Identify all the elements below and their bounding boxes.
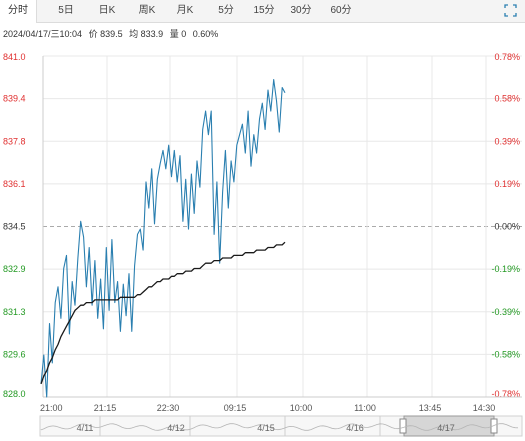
tab-60-min[interactable]: 60分	[330, 5, 352, 16]
tab-intraday[interactable]: 分时	[0, 0, 37, 23]
x-tick-label: 21:00	[40, 403, 63, 413]
quote-datetime: 2024/04/17/三10:04	[3, 29, 83, 39]
tab-5-day[interactable]: 5日	[58, 5, 74, 16]
y-tick-label: 829.6	[3, 349, 26, 359]
pct-tick-label: -0.39%	[491, 307, 520, 317]
pct-tick-label: 0.39%	[494, 136, 520, 146]
average-series-line	[40, 241, 286, 385]
quote-price: 价 839.5	[88, 29, 123, 39]
pct-tick-label: 0.19%	[494, 179, 520, 189]
x-tick-label: 13:45	[419, 403, 442, 413]
y-tick-label: 836.1	[3, 179, 26, 189]
x-tick-label: 22:30	[157, 403, 180, 413]
y-tick-label: 831.3	[3, 307, 26, 317]
navigator-date-label: 4/16	[346, 423, 364, 433]
y-tick-label: 832.9	[3, 264, 26, 274]
x-tick-label: 11:00	[354, 403, 376, 413]
pct-tick-label: -0.19%	[491, 264, 520, 274]
pct-tick-label: -0.78%	[491, 389, 520, 399]
navigator-date-label: 4/15	[257, 423, 275, 433]
y-tick-label: 828.0	[3, 389, 26, 399]
x-tick-label: 14:30	[473, 403, 496, 413]
tab-5-min[interactable]: 5分	[218, 5, 234, 16]
y-tick-label: 834.5	[3, 222, 26, 232]
tab-weekly-k[interactable]: 周K	[138, 5, 156, 16]
quote-volume: 量 0	[169, 29, 187, 39]
tab-15-min[interactable]: 15分	[253, 5, 275, 16]
pct-tick-label: 0.00%	[494, 222, 520, 232]
tab-30-min[interactable]: 30分	[290, 5, 312, 16]
tab-monthly-k[interactable]: 月K	[176, 5, 194, 16]
tab-daily-k[interactable]: 日K	[98, 5, 116, 16]
pct-tick-label: -0.58%	[491, 349, 520, 359]
quote-average: 均 833.9	[129, 29, 164, 39]
quote-change: 0.60%	[192, 29, 219, 39]
y-tick-label: 837.8	[3, 136, 26, 146]
period-tab-bar: 分时 5日 日K 周K 月K 5分 15分 30分 60分	[0, 0, 525, 23]
x-tick-label: 10:00	[290, 403, 313, 413]
x-tick-label: 21:15	[94, 403, 117, 413]
range-handle-right	[490, 418, 498, 434]
price-series-line	[40, 79, 286, 398]
y-tick-label: 839.4	[3, 94, 26, 104]
quote-info-line: 2024/04/17/三10:04 价 839.5 均 833.9 量 0 0.…	[3, 27, 222, 40]
navigator-mini-line	[40, 423, 519, 431]
pct-tick-label: 0.58%	[494, 94, 520, 104]
pct-tick-label: 0.78%	[494, 52, 520, 62]
navigator-date-label: 4/11	[77, 423, 94, 433]
x-tick-label: 09:15	[224, 403, 247, 413]
y-tick-label: 841.0	[3, 52, 26, 62]
navigator-date-label: 4/17	[437, 423, 455, 433]
navigator-date-label: 4/12	[167, 423, 185, 433]
fullscreen-icon[interactable]	[504, 4, 517, 17]
range-handle-left	[399, 418, 407, 434]
